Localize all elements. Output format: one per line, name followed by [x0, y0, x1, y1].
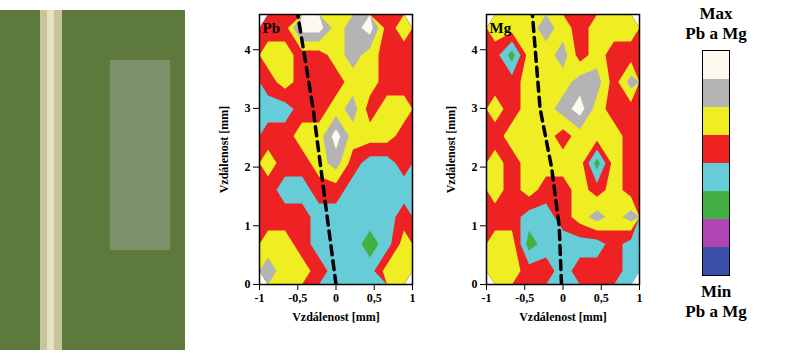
svg-text:-0,5: -0,5	[515, 291, 534, 305]
svg-text:Vzdálenost [mm]: Vzdálenost [mm]	[519, 310, 607, 324]
svg-text:0,5: 0,5	[367, 291, 382, 305]
svg-text:-0,5: -0,5	[288, 291, 307, 305]
svg-text:1: 1	[472, 219, 478, 233]
svg-text:Vzdálenost [mm]: Vzdálenost [mm]	[444, 106, 458, 194]
svg-text:1: 1	[410, 291, 416, 305]
svg-text:2: 2	[472, 160, 478, 174]
svg-text:4: 4	[472, 43, 478, 57]
svg-text:1: 1	[245, 219, 251, 233]
html-text:Pb a Mg: Pb a Mg	[685, 24, 747, 43]
svg-text:2: 2	[245, 160, 251, 174]
svg-text:Pb: Pb	[263, 20, 281, 36]
svg-text:1: 1	[637, 291, 643, 305]
svg-text:0: 0	[245, 277, 251, 291]
svg-text:-1: -1	[482, 291, 492, 305]
html-text:Max: Max	[699, 4, 733, 23]
svg-text:0: 0	[472, 277, 478, 291]
svg-text:Vzdálenost [mm]: Vzdálenost [mm]	[217, 106, 231, 194]
svg-text:Vzdálenost [mm]: Vzdálenost [mm]	[292, 310, 380, 324]
svg-text:0,5: 0,5	[594, 291, 609, 305]
svg-text:Mg: Mg	[490, 20, 512, 36]
svg-text:0: 0	[560, 291, 566, 305]
svg-text:4: 4	[245, 43, 251, 57]
svg-text:-1: -1	[255, 291, 265, 305]
html-text:Pb a Mg: Pb a Mg	[685, 302, 747, 321]
svg-text:3: 3	[472, 101, 478, 115]
html-text:Min: Min	[700, 282, 732, 301]
svg-text:0: 0	[333, 291, 339, 305]
svg-text:3: 3	[245, 101, 251, 115]
